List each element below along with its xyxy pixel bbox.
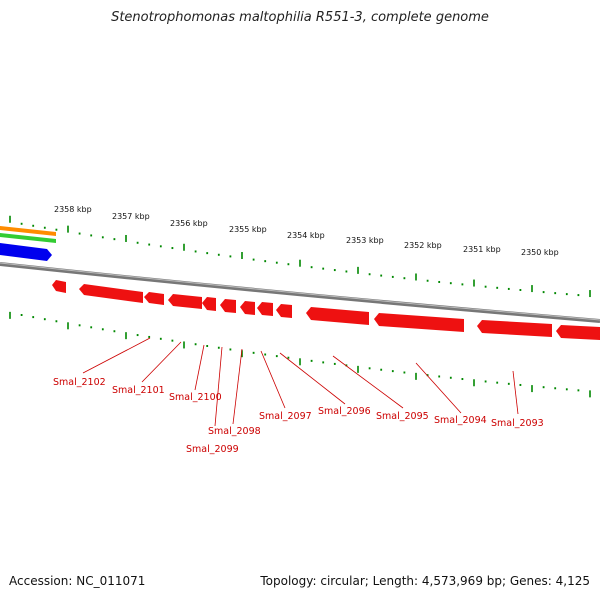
gene-arrow — [220, 299, 236, 313]
gene-arrow — [257, 302, 273, 316]
leader-line — [194, 344, 205, 391]
gene-arrow — [79, 284, 143, 303]
scale-label: 2351 kbp — [463, 245, 501, 254]
leader-line — [512, 370, 519, 415]
scale-label: 2353 kbp — [346, 236, 384, 245]
scale-label: 2355 kbp — [229, 225, 267, 234]
gene-label: Smal_2096 — [318, 406, 371, 417]
gene-label: Smal_2098 — [208, 426, 261, 437]
gene-arrow — [52, 280, 66, 293]
genome-backbone — [0, 262, 600, 323]
gene-label: Smal_2093 — [491, 418, 544, 429]
gene-label: Smal_2102 — [53, 377, 106, 388]
gene-arrow — [144, 292, 164, 305]
map-title: Stenotrophomonas maltophilia R551-3, com… — [111, 10, 489, 25]
gene-arrow — [168, 294, 202, 309]
leader-line — [232, 348, 243, 425]
gene-arrow — [374, 313, 464, 332]
scale-label: 2350 kbp — [521, 248, 559, 257]
track-orange — [0, 226, 56, 236]
leader-line — [279, 352, 346, 405]
scale-labels: 2358 kbp 2357 kbp 2356 kbp 2355 kbp 2354… — [54, 205, 559, 257]
gene-arrow — [556, 325, 600, 340]
gene-arrow — [202, 297, 216, 311]
gene-label: Smal_2095 — [376, 411, 429, 422]
genome-stats: Topology: circular; Length: 4,573,969 bp… — [260, 574, 590, 588]
outer-scale-ticks — [9, 215, 591, 298]
leader-line — [332, 355, 404, 409]
track-green — [0, 233, 56, 243]
scale-label: 2357 kbp — [112, 212, 150, 221]
gene-label: Smal_2100 — [169, 392, 222, 403]
scale-label: 2354 kbp — [287, 231, 325, 240]
leader-line — [82, 337, 151, 374]
leader-line — [260, 350, 286, 409]
gene-arrow — [240, 301, 255, 315]
gene-labels: Smal_2102 Smal_2101 Smal_2100 Smal_2098 … — [53, 377, 544, 455]
scale-label: 2352 kbp — [404, 241, 442, 250]
scale-label: 2356 kbp — [170, 219, 208, 228]
genome-backbone-highlight — [0, 262, 600, 321]
gene-label: Smal_2094 — [434, 415, 487, 426]
leader-line — [214, 346, 223, 427]
label-leaders — [82, 337, 519, 427]
gene-label: Smal_2101 — [112, 385, 165, 396]
track-blue — [0, 243, 52, 261]
gene-arrow — [306, 307, 369, 325]
leader-line — [415, 362, 462, 414]
gene-label: Smal_2097 — [259, 411, 312, 422]
feature-tracks — [0, 226, 56, 261]
gene-features — [52, 280, 600, 340]
scale-label: 2358 kbp — [54, 205, 92, 214]
gene-arrow — [276, 304, 292, 318]
gene-label: Smal_2099 — [186, 444, 239, 455]
leader-line — [141, 341, 182, 383]
gene-arrow — [477, 320, 552, 337]
accession-info: Accession: NC_011071 — [9, 574, 146, 588]
